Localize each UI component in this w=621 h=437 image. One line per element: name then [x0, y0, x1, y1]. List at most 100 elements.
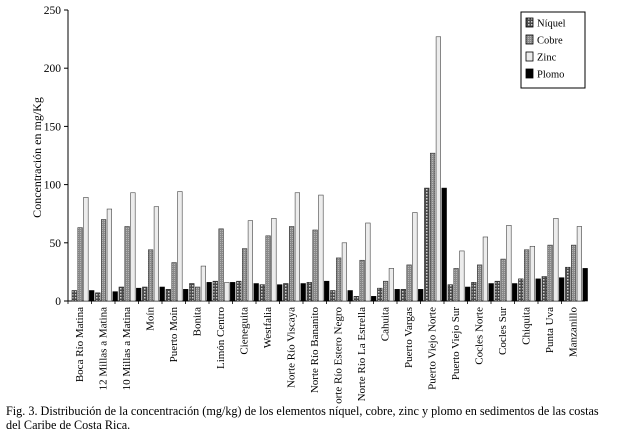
bar-plomo-4: [159, 286, 165, 302]
bar-cobre-19: [500, 258, 506, 302]
bar-cobre-11: [312, 229, 318, 302]
category-label-9: Westfalia: [262, 307, 274, 348]
bar-zinc-16: [435, 36, 442, 302]
category-label-20: Chiquita: [520, 307, 532, 345]
legend: Níquel Cobre Zinc Plomo: [520, 11, 586, 89]
bar-cobre-8: [242, 248, 248, 302]
bar-plomo-9: [277, 284, 283, 302]
bar-cobre-21: [547, 244, 553, 302]
bar-plomo-18: [488, 283, 494, 302]
category-label-14: Cahuita: [379, 307, 391, 341]
bar-plomo-7: [230, 282, 236, 302]
bar-plomo-20: [535, 278, 541, 302]
bar-plomo-17: [465, 286, 471, 302]
bar-níquel-5: [165, 289, 171, 302]
bar-plomo-3: [136, 287, 142, 302]
bar-zinc-20: [529, 245, 535, 302]
bar-cobre-2: [101, 219, 107, 302]
legend-swatch-cobre: [525, 34, 534, 45]
bar-níquel-4: [142, 286, 148, 302]
y-tick-label: 200: [44, 63, 62, 75]
category-label-17: Puerto Viejo Sur: [450, 307, 462, 380]
category-label-15: Puerto Vargas: [403, 307, 415, 368]
bars: [71, 36, 588, 302]
bar-plomo-2: [112, 291, 118, 302]
bar-cobre-9: [265, 235, 271, 302]
category-label-19: Cocles Sur: [497, 307, 509, 355]
bar-níquel-17: [447, 284, 453, 302]
bar-níquel-12: [330, 290, 336, 302]
bar-plomo-11: [324, 280, 330, 302]
bar-níquel-14: [377, 287, 383, 302]
bar-zinc-15: [412, 212, 418, 302]
bar-zinc-12: [341, 242, 348, 302]
bar-zinc-11: [318, 194, 324, 302]
bar-zinc-5: [177, 191, 183, 302]
bar-plomo-5: [183, 289, 189, 302]
bar-cobre-3: [124, 226, 130, 302]
bar-níquel-13: [353, 296, 359, 302]
bar-cobre-14: [382, 280, 389, 302]
bar-cobre-7: [218, 228, 224, 302]
category-label-11: Norte Río Bananito: [309, 307, 321, 394]
bar-zinc-6: [200, 265, 207, 302]
bar-zinc-3: [130, 192, 136, 302]
bar-níquel-16: [424, 187, 430, 302]
category-label-4: Moín: [144, 307, 156, 331]
bar-níquel-7: [212, 280, 218, 302]
category-label-13: Norte Río La Estrella: [356, 307, 368, 402]
bar-zinc-19: [506, 225, 512, 302]
y-tick-label: 50: [50, 238, 62, 250]
bar-zinc-22: [576, 226, 582, 302]
bar-zinc-21: [553, 218, 559, 302]
bar-níquel-22: [565, 266, 571, 302]
category-label-10: Norte Río Viscaya: [285, 307, 297, 388]
bar-níquel-1: [71, 290, 77, 302]
bar-cobre-18: [476, 264, 483, 302]
category-label-6: Bonita: [191, 307, 203, 336]
bar-zinc-4: [153, 206, 160, 302]
bar-zinc-8: [247, 220, 254, 302]
bar-zinc-7: [224, 282, 230, 302]
bar-níquel-18: [471, 282, 477, 302]
bar-plomo-8: [253, 283, 259, 302]
legend-swatch-zinc: [525, 51, 534, 62]
bar-plomo-19: [512, 283, 518, 302]
bar-plomo-21: [559, 277, 565, 302]
category-label-2: 12 Millas a Matina: [97, 307, 109, 391]
bar-chart: 0 50 100 150 200 250 Concentración en mg/Kg Bo…: [30, 5, 588, 404]
bar-cobre-6: [195, 286, 201, 302]
bar-cobre-13: [359, 259, 365, 302]
bar-níquel-2: [95, 292, 101, 302]
y-tick-label: 0: [55, 296, 61, 308]
figure-caption: Fig. 3. Distribución de la concentración…: [6, 404, 599, 432]
bar-cobre-20: [523, 249, 530, 302]
legend-swatch-plomo: [525, 68, 534, 79]
bar-cobre-15: [406, 264, 412, 302]
category-label-8: Cieneguita: [238, 307, 250, 355]
bar-plomo-14: [394, 289, 400, 302]
bar-níquel-3: [118, 286, 124, 302]
category-label-16: Puerto Viejo Norte: [426, 307, 438, 390]
bar-plomo-12: [347, 290, 353, 302]
category-label-5: Puerto Moín: [168, 307, 180, 363]
category-label-1: Boca Río Matina: [74, 307, 86, 382]
bar-cobre-12: [335, 257, 342, 302]
bar-cobre-17: [453, 268, 459, 302]
bar-plomo-1: [89, 290, 95, 302]
bar-níquel-20: [518, 278, 524, 302]
bar-níquel-19: [494, 280, 500, 302]
bar-zinc-10: [294, 192, 301, 302]
y-tick-label: 100: [44, 180, 62, 192]
bar-plomo-16: [441, 187, 447, 302]
category-label-22: Manzanillo: [567, 307, 579, 358]
bar-níquel-6: [189, 283, 195, 302]
bar-cobre-10: [288, 226, 295, 302]
bar-plomo-6: [206, 282, 212, 302]
legend-swatch-níquel: [525, 17, 534, 28]
bar-zinc-2: [106, 208, 112, 302]
bar-níquel-9: [259, 284, 265, 302]
category-label-18: Cocles Norte: [473, 307, 485, 365]
bar-plomo-10: [300, 283, 306, 302]
y-axis-title: Concentración en mg/Kg: [30, 97, 44, 218]
